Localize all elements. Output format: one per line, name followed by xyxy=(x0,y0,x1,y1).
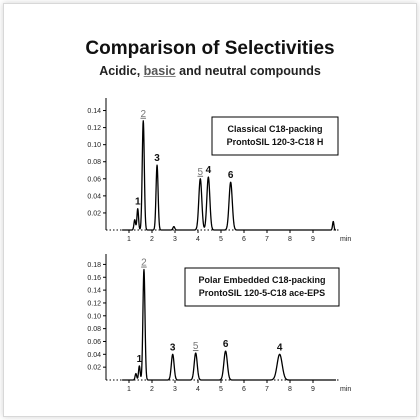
subtitle-part1: Acidic, xyxy=(99,64,144,78)
panel2-y-tick-label: 0.04 xyxy=(87,352,101,359)
panel2-peak-label-6: 6 xyxy=(223,339,229,350)
panel1-y-tick-label: 0.12 xyxy=(87,125,101,132)
panel1-x-tick-label: 5 xyxy=(219,236,223,243)
panel2-peak-label-4: 4 xyxy=(277,342,283,353)
panel2-x-tick-label: 4 xyxy=(196,386,200,393)
panel1-peak-label-4: 4 xyxy=(206,165,212,176)
panel1-x-axis-label: min xyxy=(340,236,351,243)
panel2-peak-label-1: 1 xyxy=(137,354,143,365)
panel1-x-tick-label: 1 xyxy=(127,236,131,243)
figure-title: Comparison of Selectivities xyxy=(85,38,335,59)
panel1-y-tick-label: 0.14 xyxy=(87,108,101,115)
panel2-x-axis-label: min xyxy=(340,386,351,393)
panel2-x-tick-label: 6 xyxy=(242,386,246,393)
panel2-peak-label-2: 2 xyxy=(141,258,147,269)
panel1-legend-line-2: ProntoSIL 120-3-C18 H xyxy=(227,137,324,147)
panel2-x-tick-label: 3 xyxy=(173,386,177,393)
panel1-peak-label-1: 1 xyxy=(135,197,141,208)
panel2-y-tick-label: 0.14 xyxy=(87,288,101,295)
subtitle-part2: and neutral compounds xyxy=(175,64,321,78)
panel2-x-tick-label: 9 xyxy=(311,386,315,393)
panel1-y-tick-label: 0.04 xyxy=(87,193,101,200)
panel2-peak-label-3: 3 xyxy=(170,342,176,353)
panel1-x-tick-label: 7 xyxy=(265,236,269,243)
panel2-y-tick-label: 0.10 xyxy=(87,313,101,320)
panel2-y-tick-label: 0.12 xyxy=(87,300,101,307)
panel2-y-tick-label: 0.02 xyxy=(87,365,101,372)
panel2-y-tick-label: 0.08 xyxy=(87,326,101,333)
panel1-x-tick-label: 6 xyxy=(242,236,246,243)
panel1-y-tick-label: 0.10 xyxy=(87,142,101,149)
panel1-peak-label-6: 6 xyxy=(228,170,234,181)
panel2-x-tick-label: 1 xyxy=(127,386,131,393)
panel1-trace-line xyxy=(121,120,337,231)
panel2-peak-label-5: 5 xyxy=(193,341,199,352)
figure-subtitle: Acidic, basic and neutral compounds xyxy=(0,64,420,78)
panel2-legend-box xyxy=(184,267,340,307)
panel1-legend-line-1: Classical C18-packing xyxy=(227,124,322,134)
panel1-y-tick-label: 0.06 xyxy=(87,176,101,183)
panel2-x-tick-label: 5 xyxy=(219,386,223,393)
panel2-x-tick-label: 7 xyxy=(265,386,269,393)
panel1-y-tick-label: 0.02 xyxy=(87,210,101,217)
panel2-y-tick-label: 0.18 xyxy=(87,262,101,269)
panel1-x-tick-label: 4 xyxy=(196,236,200,243)
panel1-peak-label-5: 5 xyxy=(198,167,204,178)
panel1-legend-box xyxy=(211,116,339,156)
panel1-x-tick-label: 3 xyxy=(173,236,177,243)
panel2-y-tick-label: 0.16 xyxy=(87,275,101,282)
panel1-x-tick-label: 8 xyxy=(288,236,292,243)
panel2-trace-line xyxy=(121,268,337,381)
panel1-x-tick-label: 9 xyxy=(311,236,315,243)
panel1-x-tick-label: 2 xyxy=(150,236,154,243)
panel2-legend-line-1: Polar Embedded C18-packing xyxy=(198,275,325,285)
subtitle-basic: basic xyxy=(143,64,176,78)
panel1-peak-label-3: 3 xyxy=(154,153,160,164)
panel2-y-tick-label: 0.06 xyxy=(87,339,101,346)
panel2-x-tick-label: 8 xyxy=(288,386,292,393)
panel1-y-tick-label: 0.08 xyxy=(87,159,101,166)
panel2-legend-line-2: ProntoSIL 120-5-C18 ace-EPS xyxy=(199,288,325,298)
panel2-x-tick-label: 2 xyxy=(150,386,154,393)
panel1-peak-label-2: 2 xyxy=(140,109,146,120)
